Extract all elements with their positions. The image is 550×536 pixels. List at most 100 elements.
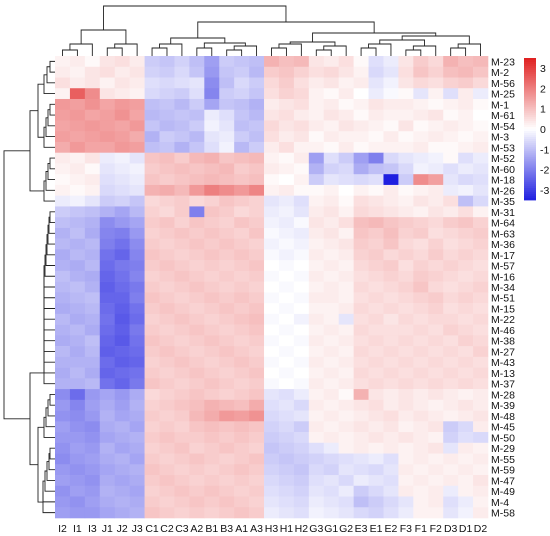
heatmap-cell bbox=[443, 206, 459, 218]
heatmap-cell bbox=[189, 432, 205, 444]
heatmap-cell bbox=[278, 324, 295, 336]
heatmap-cell bbox=[55, 88, 71, 100]
heatmap-cell bbox=[428, 98, 444, 111]
heatmap-cell bbox=[383, 442, 399, 454]
heatmap-cell bbox=[234, 378, 250, 390]
heatmap-cell bbox=[144, 421, 160, 433]
heatmap-cell bbox=[159, 195, 175, 207]
color-scale-tick-label: -2 bbox=[540, 165, 549, 177]
heatmap-cell bbox=[473, 174, 489, 186]
heatmap-cell bbox=[189, 56, 205, 68]
heatmap-cell bbox=[338, 174, 354, 186]
heatmap-cell bbox=[69, 98, 86, 111]
heatmap-cell bbox=[219, 303, 235, 315]
heatmap-cell bbox=[264, 507, 280, 519]
heatmap-cell bbox=[338, 227, 354, 239]
dendrogram-link bbox=[196, 47, 213, 56]
heatmap-cell bbox=[189, 174, 205, 186]
heatmap-cell bbox=[174, 410, 190, 422]
heatmap-cell bbox=[69, 217, 86, 229]
heatmap-cell bbox=[99, 485, 116, 497]
heatmap-cell bbox=[368, 464, 384, 476]
heatmap-cell bbox=[159, 356, 175, 368]
column-label: B3 bbox=[220, 523, 233, 535]
heatmap-cell bbox=[398, 227, 414, 239]
color-scale-swatch bbox=[524, 195, 536, 199]
heatmap-cell bbox=[458, 421, 474, 433]
heatmap-cell bbox=[413, 120, 429, 132]
heatmap-cell bbox=[84, 109, 101, 121]
heatmap-cell bbox=[234, 496, 250, 508]
heatmap-cell bbox=[278, 77, 295, 89]
heatmap-cell bbox=[204, 66, 220, 78]
heatmap-cell bbox=[458, 389, 474, 401]
dendrogram-link bbox=[49, 447, 55, 460]
heatmap-cell bbox=[473, 184, 489, 196]
heatmap-cell bbox=[383, 206, 399, 218]
heatmap-cell bbox=[114, 496, 130, 508]
heatmap-cell bbox=[473, 66, 489, 78]
heatmap-cell bbox=[428, 378, 444, 390]
heatmap-cell bbox=[234, 66, 250, 78]
heatmap-cell bbox=[234, 281, 250, 293]
heatmap-cell bbox=[458, 453, 474, 465]
heatmap-cell bbox=[413, 496, 429, 508]
heatmap-cell bbox=[249, 141, 265, 153]
heatmap-cell bbox=[323, 206, 339, 218]
color-scale-swatch bbox=[524, 82, 536, 85]
column-label: J1 bbox=[102, 523, 113, 535]
heatmap-cell bbox=[368, 324, 384, 336]
heatmap-cell bbox=[413, 88, 429, 100]
column-label: G2 bbox=[339, 523, 353, 535]
heatmap-cell bbox=[338, 485, 354, 497]
heatmap-cell bbox=[338, 303, 354, 315]
heatmap-cell bbox=[398, 260, 414, 272]
color-scale-swatch bbox=[524, 179, 536, 183]
heatmap-cell bbox=[159, 432, 175, 444]
heatmap-cell bbox=[84, 174, 101, 186]
heatmap-cell bbox=[55, 421, 71, 433]
color-scale-swatch bbox=[524, 78, 536, 81]
heatmap-cell bbox=[159, 109, 175, 121]
heatmap-cell bbox=[189, 184, 205, 196]
heatmap-cell bbox=[234, 270, 250, 282]
color-scale-swatch bbox=[524, 197, 536, 201]
heatmap-cell bbox=[99, 324, 116, 336]
heatmap-cell bbox=[323, 217, 339, 229]
heatmap-cell bbox=[368, 120, 384, 132]
heatmap-cell bbox=[458, 131, 474, 143]
heatmap-cell bbox=[443, 184, 459, 196]
heatmap-cell bbox=[204, 464, 220, 476]
heatmap-cell bbox=[443, 378, 459, 390]
heatmap-cell bbox=[69, 313, 86, 325]
heatmap-cell bbox=[84, 227, 101, 239]
heatmap-cell bbox=[264, 206, 280, 218]
heatmap-cell bbox=[99, 313, 116, 325]
heatmap-cell bbox=[264, 378, 280, 390]
heatmap-cell bbox=[249, 281, 265, 293]
heatmap-cell bbox=[114, 421, 130, 433]
heatmap-cell bbox=[174, 238, 190, 250]
row-label: M-1 bbox=[491, 99, 509, 111]
column-label: F2 bbox=[430, 523, 442, 535]
row-label: M-52 bbox=[491, 153, 515, 165]
heatmap-cell bbox=[234, 442, 250, 454]
heatmap-cell bbox=[159, 507, 175, 519]
heatmap-cell bbox=[293, 313, 310, 325]
heatmap-cell bbox=[189, 217, 205, 229]
heatmap-cell bbox=[308, 410, 325, 422]
heatmap-cell bbox=[84, 475, 101, 487]
heatmap-cell bbox=[84, 421, 101, 433]
heatmap-cell bbox=[383, 432, 399, 444]
heatmap-cell bbox=[323, 496, 339, 508]
heatmap-cell bbox=[353, 303, 369, 315]
heatmap-cell bbox=[443, 389, 459, 401]
heatmap-cell bbox=[308, 152, 325, 164]
heatmap-cell bbox=[383, 260, 399, 272]
heatmap-cell bbox=[84, 464, 101, 476]
heatmap-cell bbox=[338, 131, 354, 143]
heatmap-cell bbox=[174, 260, 190, 272]
heatmap-cell bbox=[99, 292, 116, 304]
heatmap-cell bbox=[443, 163, 459, 175]
heatmap-cell bbox=[398, 442, 414, 454]
